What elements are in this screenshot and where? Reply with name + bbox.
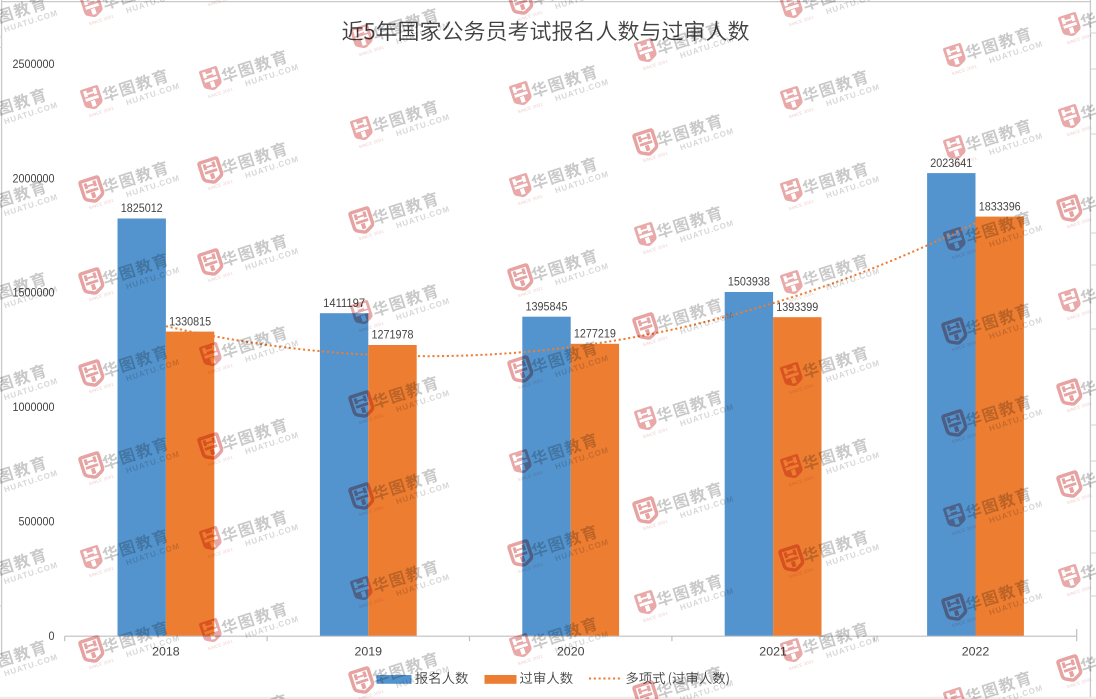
svg-text:1330815: 1330815 xyxy=(169,314,211,328)
svg-text:0: 0 xyxy=(49,629,55,643)
svg-text:2500000: 2500000 xyxy=(13,57,55,71)
svg-text:1277219: 1277219 xyxy=(574,327,616,341)
svg-text:2000000: 2000000 xyxy=(13,171,55,185)
svg-text:2021: 2021 xyxy=(759,645,787,659)
svg-text:1503938: 1503938 xyxy=(728,275,770,289)
svg-text:1271978: 1271978 xyxy=(372,328,414,342)
svg-text:1825012: 1825012 xyxy=(121,201,163,215)
svg-text:1395845: 1395845 xyxy=(526,299,568,313)
svg-text:1000000: 1000000 xyxy=(13,400,55,414)
svg-text:500000: 500000 xyxy=(19,514,55,528)
svg-text:2019: 2019 xyxy=(355,645,383,659)
svg-text:1393399: 1393399 xyxy=(776,300,818,314)
svg-text:1833396: 1833396 xyxy=(979,199,1021,213)
svg-text:2022: 2022 xyxy=(962,645,990,659)
